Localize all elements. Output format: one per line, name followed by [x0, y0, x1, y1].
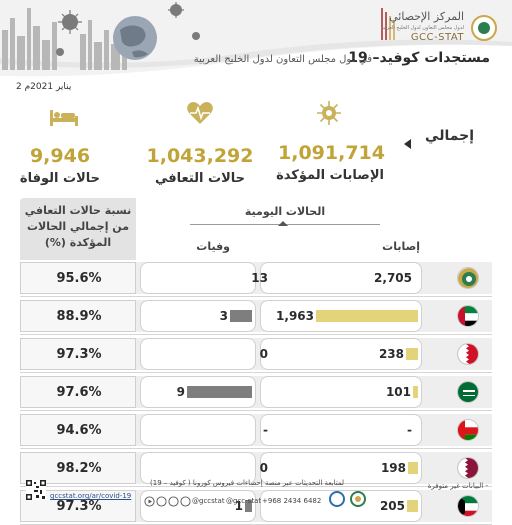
deaths-column-header: وفيات: [196, 240, 230, 253]
oman-flag-icon: [457, 419, 479, 441]
recovery-rate-value: 95.6%: [56, 271, 102, 286]
deaths-total: 9,946: [29, 145, 91, 167]
total-label: إجمالي: [425, 128, 474, 144]
recovery-rate-cell: 98.2%: [20, 452, 136, 484]
recovery-rate-value: 97.6%: [56, 385, 102, 400]
deaths-value: 9: [176, 385, 185, 399]
recovery-rate-value: 97.3%: [56, 347, 102, 362]
recovered-label: حالات التعافي: [154, 171, 246, 186]
deaths-value: 0: [259, 347, 268, 361]
cases-cell: [260, 376, 422, 408]
recovery-rate-cell: 95.6%: [20, 262, 136, 294]
rate-header-line-3: المؤكدة (%): [44, 236, 112, 249]
recovery-rate-cell: 97.6%: [20, 376, 136, 408]
page-title: مستجدات كوفيد– 19: [348, 50, 490, 66]
recovery-rate-value: 94.6%: [56, 423, 102, 438]
deaths-value: -: [263, 423, 268, 437]
cases-value: 198: [380, 461, 406, 475]
cases-cell: [260, 452, 422, 484]
qatar-flag-icon: [457, 457, 479, 479]
deaths-bar: [230, 310, 252, 322]
deaths-bar: [245, 500, 252, 512]
row-divider: [20, 296, 492, 297]
gcc-emblem-icon: [457, 267, 479, 289]
deaths-cell: [140, 262, 256, 294]
cases-column-header: إصابات: [382, 240, 420, 253]
header-background: [0, 0, 512, 77]
deaths-cell: [140, 452, 256, 484]
deaths-cell: [140, 338, 256, 370]
cases-bar: [408, 462, 418, 474]
row-divider: [20, 448, 492, 449]
daily-cases-header: الحالات اليومية: [244, 205, 326, 218]
saudi-flag-icon: [457, 381, 479, 403]
cases-bar: [413, 386, 418, 398]
total-arrow-icon: [404, 139, 411, 149]
recovered-total: 1,043,292: [146, 145, 254, 167]
recovery-rate-value: 88.9%: [56, 309, 102, 324]
deaths-value: 0: [259, 461, 268, 475]
deaths-value: 3: [219, 309, 228, 323]
row-divider: [20, 372, 492, 373]
social-handle-2[interactable]: @gcc-stat: [226, 497, 262, 505]
daily-header-pointer: [278, 221, 288, 226]
recovery-rate-value: 97.3%: [56, 499, 102, 514]
social-handle-1[interactable]: @gccstat: [192, 497, 225, 505]
deaths-bar: [187, 386, 252, 398]
qr-code-icon: [26, 480, 46, 500]
phone-number[interactable]: +968 2434 6482: [262, 497, 322, 505]
data-unavailable-note: - البيانات غير متوفرة: [427, 482, 488, 490]
confirmed-label: الإصابات المؤكدة: [276, 168, 384, 183]
deaths-cell: [140, 414, 256, 446]
row-divider: [20, 410, 492, 411]
recovery-rate-cell: 88.9%: [20, 300, 136, 332]
uae-flag-icon: [457, 305, 479, 327]
cases-value: 2,705: [374, 271, 412, 285]
row-divider: [20, 334, 492, 335]
recovery-rate-cell: 94.6%: [20, 414, 136, 446]
cases-cell: [260, 414, 422, 446]
logo-arabic-name: المركز الإحصائي: [389, 10, 464, 23]
recovery-rate-value: 98.2%: [56, 461, 102, 476]
patient-bed-icon: [50, 110, 78, 126]
cases-cell: [260, 338, 422, 370]
deaths-label: حالات الوفاة: [19, 171, 100, 186]
cases-bar: [316, 310, 418, 322]
partner-logos: [329, 491, 366, 507]
cases-bar: [406, 348, 418, 360]
virus-icon: [317, 101, 341, 125]
confirmed-total: 1,091,714: [278, 142, 385, 164]
row-divider: [20, 486, 492, 487]
cases-value: 1,963: [276, 309, 314, 323]
deaths-value: 13: [251, 271, 268, 285]
cases-value: 238: [378, 347, 404, 361]
logo-arabic-subtitle: لدول مجلس التعاون لدول الخليج العربية: [381, 25, 464, 31]
cases-cell: [260, 262, 422, 294]
recovery-rate-header: نسبة حالات التعافي من إجمالي الحالات الم…: [20, 198, 136, 260]
report-date: 2 يناير 2021م: [16, 82, 72, 92]
cases-bar: [407, 500, 418, 512]
follow-updates-text: لمتابعة التحديثات عبر منصة إحصاءات فيروس…: [150, 479, 345, 487]
kuwait-flag-icon: [457, 495, 479, 517]
rate-header-line-1: نسبة حالات التعافي: [24, 204, 132, 217]
deaths-value: 1: [234, 499, 243, 513]
social-icons: [144, 496, 191, 507]
covid-dashboard-link[interactable]: gccstat.org/ar/covid-19: [50, 492, 132, 500]
rate-header-line-2: من إجمالي الحالات: [26, 220, 130, 233]
cases-value: 205: [379, 499, 405, 513]
logo-english-name: GCC-STAT: [410, 32, 464, 43]
page-subtitle: في دول مجلس التعاون لدول الخليج العربية: [193, 54, 372, 65]
header-banner: المركز الإحصائي لدول مجلس التعاون لدول ا…: [0, 0, 512, 80]
heart-pulse-icon: [187, 102, 213, 124]
recovery-rate-cell: 97.3%: [20, 338, 136, 370]
bahrain-flag-icon: [457, 343, 479, 365]
cases-value: -: [407, 423, 412, 437]
cases-value: 101: [385, 385, 411, 399]
